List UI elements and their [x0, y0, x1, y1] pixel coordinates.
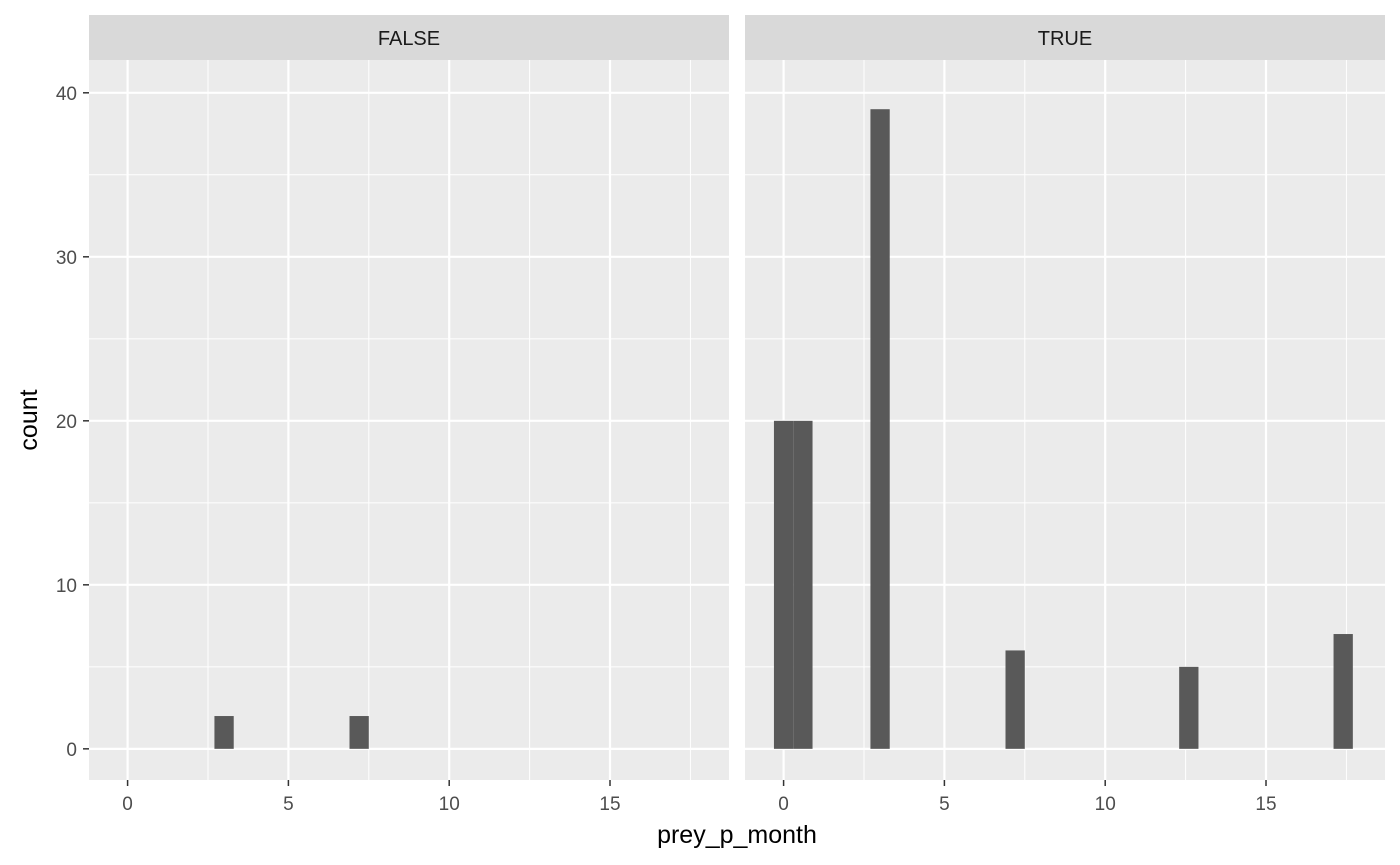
y-tick-label: 30 — [56, 248, 77, 269]
y-tick-label: 20 — [56, 412, 77, 433]
y-tick-label: 40 — [56, 84, 77, 105]
x-tick-label: 5 — [283, 794, 294, 815]
y-axis-title: count — [15, 389, 43, 450]
facet-panel-true: TRUE 0 5 10 15 — [745, 15, 1385, 815]
facet-panel-false: FALSE 0 5 10 15 — [89, 15, 729, 815]
x-tick-label: 10 — [439, 794, 460, 815]
histogram-bar — [1005, 650, 1025, 749]
histogram-bar — [870, 109, 890, 749]
y-axis: 0 10 20 30 40 — [56, 84, 89, 761]
histogram-bar — [773, 420, 794, 749]
facet-strip — [89, 15, 729, 60]
histogram-bar — [214, 716, 234, 749]
facet-strip-label: TRUE — [1038, 28, 1092, 50]
x-tick-label: 15 — [1255, 794, 1276, 815]
x-tick-label: 15 — [599, 794, 620, 815]
panels-layer: FALSE 0 5 10 15 TRUE 0 5 10 15 — [89, 15, 1385, 815]
facet-strip-label: FALSE — [378, 28, 440, 50]
x-tick-label: 0 — [778, 794, 789, 815]
y-tick-label: 0 — [66, 740, 77, 761]
x-tick-label: 5 — [939, 794, 950, 815]
x-tick-label: 0 — [122, 794, 133, 815]
facet-strip — [745, 15, 1385, 60]
histogram-bar — [349, 716, 369, 749]
x-axis-title: prey_p_month — [657, 821, 817, 849]
y-tick-label: 10 — [56, 576, 77, 597]
histogram-bar — [793, 420, 813, 749]
histogram-bar — [1333, 634, 1353, 749]
x-tick-label: 10 — [1095, 794, 1116, 815]
histogram-bar — [1179, 666, 1199, 749]
